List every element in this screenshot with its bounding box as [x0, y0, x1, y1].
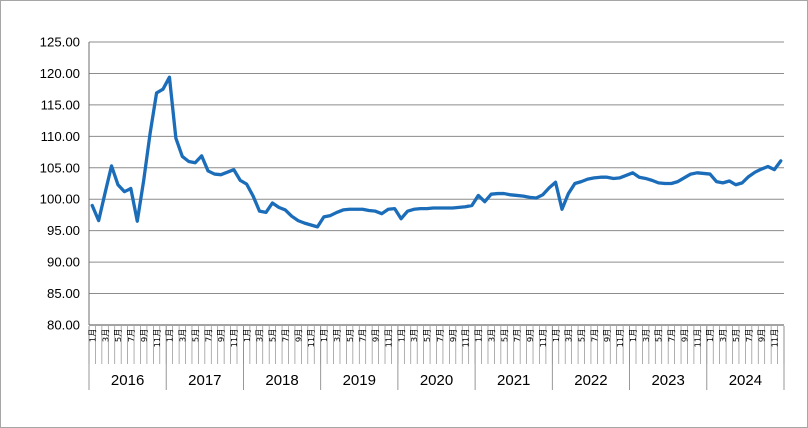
month-tick-label: 3月 [178, 329, 188, 343]
month-tick-label: 9月 [371, 329, 381, 343]
month-tick-label: 9月 [602, 329, 612, 343]
month-tick-label: 1月 [551, 329, 561, 343]
year-label: 2023 [651, 372, 684, 389]
month-tick-label: 1月 [474, 329, 484, 343]
month-tick-label: 7月 [358, 329, 368, 343]
month-tick-label: 3月 [641, 329, 651, 343]
month-tick-label: 5月 [345, 329, 355, 343]
y-axis-tick-label: 85.00 [47, 286, 80, 301]
month-tick-label: 9月 [448, 329, 458, 343]
month-tick-label: 1月 [628, 329, 638, 343]
month-tick-label: 7月 [280, 329, 290, 343]
month-tick-label: 11月 [306, 329, 316, 348]
month-tick-label: 1月 [242, 329, 252, 343]
month-tick-label: 7月 [203, 329, 213, 343]
month-tick-label: 3月 [100, 329, 110, 343]
year-label: 2024 [729, 372, 762, 389]
y-axis-tick-label: 90.00 [47, 255, 80, 270]
y-axis-tick-label: 105.00 [40, 160, 80, 175]
month-tick-label: 3月 [255, 329, 265, 343]
year-label: 2020 [420, 372, 453, 389]
year-label: 2022 [574, 372, 607, 389]
month-tick-label: 9月 [216, 329, 226, 343]
year-label: 2019 [343, 372, 376, 389]
data-line [90, 75, 783, 229]
month-tick-label: 7月 [589, 329, 599, 343]
month-tick-label: 9月 [293, 329, 303, 343]
month-tick-label: 1月 [396, 329, 406, 343]
month-tick-label: 11月 [229, 329, 239, 348]
month-tick-label: 5月 [268, 329, 278, 343]
month-tick-label: 1月 [87, 329, 97, 343]
y-axis-tick-label: 115.00 [41, 97, 80, 112]
month-tick-label: 1月 [705, 329, 715, 343]
month-tick-label: 1月 [165, 329, 175, 343]
y-axis-tick-label: 125.00 [40, 35, 80, 50]
month-tick-label: 7月 [512, 329, 522, 343]
month-tick-label: 11月 [383, 329, 393, 348]
y-axis-tick-label: 95.00 [47, 223, 80, 238]
month-tick-label: 3月 [718, 329, 728, 343]
month-tick-label: 7月 [126, 329, 136, 343]
month-tick-label: 1月 [319, 329, 329, 343]
month-tick-label: 9月 [139, 329, 149, 343]
y-axis-tick-label: 100.00 [40, 192, 80, 207]
month-tick-label: 5月 [731, 329, 741, 343]
month-tick-label: 9月 [525, 329, 535, 343]
month-tick-label: 3月 [486, 329, 496, 343]
y-axis-tick-label: 120.00 [40, 66, 80, 81]
month-tick-label: 3月 [564, 329, 574, 343]
month-tick-label: 11月 [538, 329, 548, 348]
year-label: 2016 [111, 372, 144, 389]
month-tick-label: 5月 [113, 329, 123, 343]
month-tick-label: 7月 [744, 329, 754, 343]
month-tick-label: 11月 [770, 329, 780, 348]
month-tick-label: 9月 [757, 329, 767, 343]
month-tick-label: 11月 [152, 329, 162, 348]
month-tick-label: 7月 [435, 329, 445, 343]
month-tick-label: 11月 [615, 329, 625, 348]
month-tick-label: 11月 [461, 329, 471, 348]
month-tick-label: 11月 [692, 329, 702, 348]
month-tick-label: 5月 [190, 329, 200, 343]
month-tick-label: 3月 [332, 329, 342, 343]
month-tick-label: 5月 [576, 329, 586, 343]
month-tick-label: 3月 [409, 329, 419, 343]
month-tick-label: 5月 [654, 329, 664, 343]
month-tick-label: 7月 [667, 329, 677, 343]
month-tick-label: 5月 [422, 329, 432, 343]
y-axis-tick-label: 80.00 [47, 318, 80, 333]
month-tick-label: 9月 [679, 329, 689, 343]
year-label: 2021 [497, 372, 530, 389]
y-axis-tick-label: 110.00 [41, 129, 80, 144]
year-label: 2018 [265, 372, 298, 389]
year-label: 2017 [188, 372, 221, 389]
month-tick-label: 5月 [499, 328, 509, 342]
